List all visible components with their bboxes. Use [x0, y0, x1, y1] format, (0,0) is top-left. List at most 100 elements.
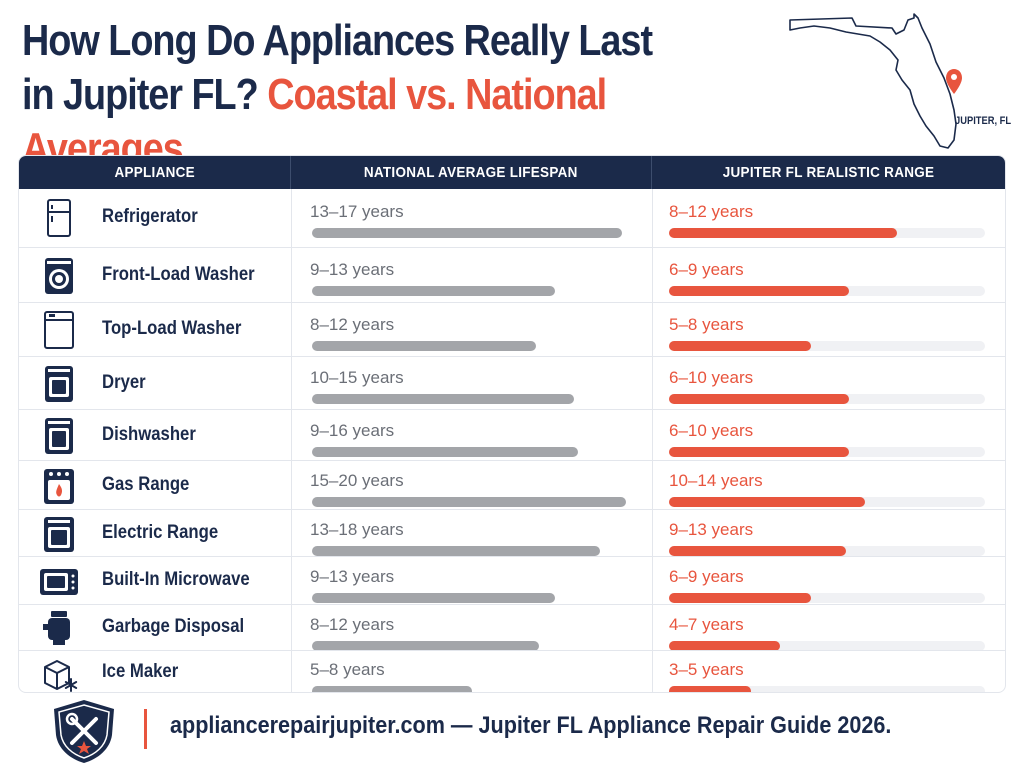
- jupiter-range: 5–8 years: [669, 315, 744, 334]
- ice-maker-icon: [44, 660, 78, 692]
- jupiter-range: 9–13 years: [669, 520, 754, 539]
- national-bar-track: [312, 341, 632, 351]
- jupiter-range: 6–9 years: [669, 567, 744, 586]
- jupiter-bar: [669, 228, 897, 238]
- jupiter-range: 6–10 years: [669, 421, 754, 440]
- jupiter-range: 10–14 years: [669, 471, 763, 490]
- national-bar-track: [312, 394, 632, 404]
- jupiter-cell: 6–9 years: [653, 557, 1005, 604]
- appliance-name: Ice Maker: [102, 661, 179, 682]
- jupiter-bar: [669, 546, 846, 556]
- national-cell: 5–8 years: [292, 651, 653, 692]
- title-line-2-a: in Jupiter FL?: [22, 70, 259, 119]
- table-row: Gas Range 15–20 years 10–14 years: [19, 460, 1005, 509]
- national-cell: 10–15 years: [292, 357, 653, 409]
- jupiter-bar: [669, 641, 780, 651]
- national-range: 9–13 years: [310, 260, 395, 279]
- table-row: Electric Range 13–18 years 9–13 years: [19, 509, 1005, 556]
- jupiter-bar-track: [669, 593, 985, 603]
- national-range: 5–8 years: [310, 660, 385, 679]
- national-cell: 8–12 years: [292, 303, 653, 356]
- top-load-washer-icon: [44, 311, 74, 349]
- national-cell: 13–17 years: [292, 189, 653, 247]
- national-bar: [312, 497, 626, 507]
- jupiter-range: 3–5 years: [669, 660, 744, 679]
- national-range: 8–12 years: [310, 615, 395, 634]
- appliance-name: Gas Range: [102, 474, 190, 495]
- appliance-cell: Gas Range: [19, 461, 292, 509]
- jupiter-bar: [669, 341, 812, 351]
- national-bar: [312, 546, 600, 556]
- national-range: 13–18 years: [310, 520, 404, 539]
- page-title: How Long Do Appliances Really Last in Ju…: [22, 14, 710, 176]
- national-bar-track: [312, 546, 632, 556]
- appliance-cell: Top-Load Washer: [19, 303, 292, 356]
- national-cell: 8–12 years: [292, 605, 653, 651]
- table-row: Top-Load Washer 8–12 years 5–8 years: [19, 302, 1005, 356]
- jupiter-cell: 5–8 years: [653, 303, 1005, 356]
- footer-separator: [144, 709, 147, 749]
- national-bar: [312, 686, 472, 692]
- header-national: NATIONAL AVERAGE LIFESPAN: [291, 156, 652, 189]
- jupiter-bar-track: [669, 447, 985, 457]
- header-jupiter: JUPITER FL REALISTIC RANGE: [722, 164, 935, 181]
- jupiter-bar: [669, 686, 752, 692]
- jupiter-cell: 9–13 years: [653, 510, 1005, 556]
- national-bar-track: [312, 641, 632, 651]
- national-bar-track: [312, 286, 632, 296]
- garbage-disposal-icon: [43, 611, 70, 645]
- jupiter-bar: [669, 286, 850, 296]
- jupiter-bar: [669, 593, 812, 603]
- national-cell: 9–13 years: [292, 248, 653, 302]
- national-bar: [312, 341, 536, 351]
- national-cell: 9–16 years: [292, 410, 653, 460]
- location-pin-icon: [946, 69, 962, 94]
- appliance-name: Electric Range: [102, 522, 219, 543]
- national-range: 15–20 years: [310, 471, 404, 490]
- jupiter-cell: 6–9 years: [653, 248, 1005, 302]
- appliance-name: Built-In Microwave: [102, 569, 250, 590]
- appliance-name: Top-Load Washer: [102, 318, 242, 339]
- jupiter-cell: 6–10 years: [653, 410, 1005, 460]
- title-line-1: How Long Do Appliances Really Last: [22, 16, 653, 65]
- jupiter-bar: [669, 497, 865, 507]
- table-row: Refrigerator 13–17 years 8–12 years: [19, 189, 1005, 247]
- appliance-cell: Front-Load Washer: [19, 248, 292, 302]
- florida-map-icon: [789, 13, 962, 149]
- jupiter-range: 6–10 years: [669, 368, 754, 387]
- title-line-2-b: Coastal vs. National Averages.: [22, 70, 607, 173]
- jupiter-cell: 6–10 years: [653, 357, 1005, 409]
- national-cell: 15–20 years: [292, 461, 653, 509]
- front-load-washer-icon: [45, 258, 73, 294]
- footer-text: appliancerepairjupiter.com — Jupiter FL …: [170, 712, 892, 739]
- jupiter-range: 6–9 years: [669, 260, 744, 279]
- jupiter-bar-track: [669, 641, 985, 651]
- appliance-name: Garbage Disposal: [102, 616, 245, 637]
- table-row: Garbage Disposal 8–12 years 4–7 years: [19, 604, 1005, 651]
- wrench-screwdriver-shield-icon: [54, 700, 114, 763]
- header-appliance: APPLIANCE: [19, 156, 292, 189]
- electric-range-icon: [44, 517, 74, 552]
- jupiter-bar-track: [669, 394, 985, 404]
- appliance-cell: Dishwasher: [19, 410, 292, 460]
- national-bar: [312, 447, 578, 457]
- table-row: Dryer 10–15 years 6–10 years: [19, 356, 1005, 409]
- jupiter-range: 4–7 years: [669, 615, 744, 634]
- jupiter-bar-track: [669, 341, 985, 351]
- national-bar-track: [312, 686, 632, 692]
- jupiter-bar-track: [669, 497, 985, 507]
- national-range: 13–17 years: [310, 202, 404, 221]
- dryer-icon: [45, 366, 73, 402]
- national-bar: [312, 228, 623, 238]
- appliance-name: Refrigerator: [102, 206, 198, 227]
- appliance-name: Dishwasher: [102, 424, 196, 445]
- appliance-cell: Garbage Disposal: [19, 605, 292, 650]
- jupiter-cell: 4–7 years: [653, 605, 1005, 651]
- national-bar-track: [312, 593, 632, 603]
- national-range: 9–16 years: [310, 421, 395, 440]
- jupiter-bar-track: [669, 546, 985, 556]
- appliance-cell: Built-In Microwave: [19, 557, 292, 604]
- table-row: Ice Maker 5–8 years 3–5 years: [19, 650, 1005, 692]
- national-range: 10–15 years: [310, 368, 404, 387]
- jupiter-range: 8–12 years: [669, 202, 754, 221]
